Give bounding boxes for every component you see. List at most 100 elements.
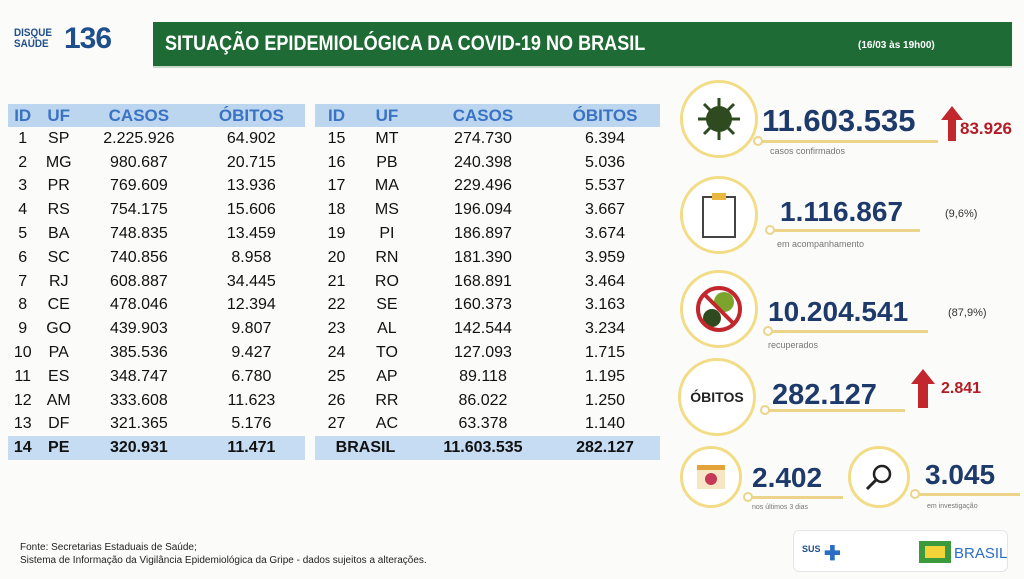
table-cell: TO <box>375 344 398 362</box>
recovered-value: 10.204.541 <box>768 296 909 327</box>
arrow-up-stem <box>948 119 956 141</box>
table-cell: 3.959 <box>585 248 626 266</box>
table-cell: 754.175 <box>109 201 168 219</box>
table-cell: 13.936 <box>226 177 276 195</box>
last-days-label: nos últimos 3 dias <box>752 504 809 511</box>
table-cell: 15.606 <box>226 201 276 219</box>
table-cell: PR <box>47 177 70 195</box>
column-header: CASOS <box>80 104 198 127</box>
table-row: 18 MS 196.094 3.667 <box>315 198 660 222</box>
table-row: 20 RN 181.390 3.959 <box>315 246 660 270</box>
table-row: 24 TO 127.093 1.715 <box>315 341 660 365</box>
total-cases: 11.603.535 <box>415 436 551 461</box>
table-cell: 1.250 <box>585 391 626 409</box>
table-cell: 5.036 <box>585 153 626 171</box>
table-cell: 16 <box>327 153 346 171</box>
table-cell: 3.163 <box>585 296 626 314</box>
table-cell: 348.747 <box>109 367 168 385</box>
total-row: BRASIL 11.603.535 282.127 <box>315 436 660 461</box>
brazil-flag-icon <box>919 541 951 563</box>
table-cell: GO <box>46 320 72 338</box>
monitoring-label: em acompanhamento <box>777 239 865 249</box>
column-header: CASOS <box>415 104 551 127</box>
table-cell: BA <box>48 225 70 243</box>
table-row: 7 RJ 608.887 34.445 <box>8 270 305 294</box>
table-cell: 478.046 <box>109 296 168 314</box>
table-cell: 34.445 <box>226 272 276 290</box>
deaths-increase: 2.841 <box>941 380 982 397</box>
table-cell: 980.687 <box>109 153 168 171</box>
disque-saude-logo: DISQUE SAÚDE 136 <box>14 22 136 56</box>
investigation-label: em investigação <box>927 503 978 510</box>
table-row: 16 PB 240.398 5.036 <box>315 151 660 175</box>
table-cell: 27 <box>327 415 346 433</box>
table-cell: 333.608 <box>109 391 168 409</box>
table-row: 4 RS 754.175 15.606 <box>8 198 305 222</box>
table-row: 3 PR 769.609 13.936 <box>8 175 305 199</box>
table-cell: MG <box>45 153 72 171</box>
title-banner: SITUAÇÃO EPIDEMIOLÓGICA DA COVID-19 NO B… <box>153 22 1012 68</box>
confirmed-label: casos confirmados <box>770 146 846 156</box>
deaths-value: 282.127 <box>772 379 877 411</box>
footer-line1: Fonte: Secretarias Estaduais de Saúde; <box>20 542 197 553</box>
table-cell: 769.609 <box>109 177 168 195</box>
source-footer: Fonte: Secretarias Estaduais de Saúde; S… <box>20 541 427 567</box>
table-row: 17 MA 229.496 5.537 <box>315 175 660 199</box>
table-cell: PE <box>37 436 81 461</box>
table-cell: 12.394 <box>226 296 276 314</box>
table-cell: 25 <box>327 367 346 385</box>
total-label: BRASIL <box>315 436 416 461</box>
table-cell: 22 <box>327 296 346 314</box>
table-cell: MT <box>375 129 399 147</box>
table-cell: RJ <box>48 272 69 290</box>
deaths-arrow-up-icon <box>911 369 935 384</box>
table-row: 12 AM 333.608 11.623 <box>8 389 305 413</box>
table-cell: 21 <box>327 272 346 290</box>
table-cell: 142.544 <box>454 320 512 338</box>
table-cell: 5 <box>18 225 28 243</box>
table-row: 21 RO 168.891 3.464 <box>315 270 660 294</box>
column-header: UF <box>357 104 416 127</box>
table-row: 2 MG 980.687 20.715 <box>8 151 305 175</box>
sus-logo: SUS <box>802 544 821 554</box>
table-row: 23 AL 142.544 3.234 <box>315 317 660 341</box>
table-cell: 160.373 <box>454 296 512 314</box>
table-cell: 6.394 <box>585 129 626 147</box>
table-cell: 3.667 <box>585 201 626 219</box>
table-cell: 17 <box>327 177 346 195</box>
confirmed-value: 11.603.535 <box>762 103 916 138</box>
monitoring-value: 1.116.867 <box>780 196 904 227</box>
table-cell: 1 <box>18 129 28 147</box>
table-cell: PA <box>48 344 69 362</box>
table-cell: 89.118 <box>459 367 507 385</box>
table-cell: 2 <box>18 153 28 171</box>
table-cell: 127.093 <box>454 344 512 362</box>
table-cell: 26 <box>327 391 346 409</box>
table-cell: 63.378 <box>458 415 508 433</box>
table-cell: 274.730 <box>454 129 512 147</box>
table-cell: AP <box>376 367 398 385</box>
table-cell: SE <box>376 296 398 314</box>
recovered-percent: (87,9%) <box>948 307 987 319</box>
brasil-logo: BRASIL <box>954 545 1008 562</box>
table-cell: 1.140 <box>585 415 626 433</box>
column-header: ID <box>8 104 38 127</box>
table-cell: 2.225.926 <box>103 129 175 147</box>
no-virus-icon <box>680 270 758 348</box>
footer-line2: Sistema de Informação da Vigilância Epid… <box>20 555 427 566</box>
investigation-value: 3.045 <box>925 459 996 490</box>
table-row: 14 PE 320.931 11.471 <box>8 436 305 461</box>
table-cell: 321.365 <box>109 415 168 433</box>
table-cell: 5.176 <box>231 415 272 433</box>
table-cell: 9.427 <box>231 344 272 362</box>
table-row: 25 AP 89.118 1.195 <box>315 365 660 389</box>
logo-number: 136 <box>64 22 112 55</box>
table-row: 5 BA 748.835 13.459 <box>8 222 305 246</box>
table-cell: 86.022 <box>458 391 508 409</box>
table-row: 26 RR 86.022 1.250 <box>315 389 660 413</box>
last-days-value: 2.402 <box>752 462 823 493</box>
page-title: SITUAÇÃO EPIDEMIOLÓGICA DA COVID-19 NO B… <box>165 32 646 55</box>
total-deaths: 282.127 <box>550 436 660 461</box>
table-cell: 608.887 <box>109 272 168 290</box>
table-row: 6 SC 740.856 8.958 <box>8 246 305 270</box>
